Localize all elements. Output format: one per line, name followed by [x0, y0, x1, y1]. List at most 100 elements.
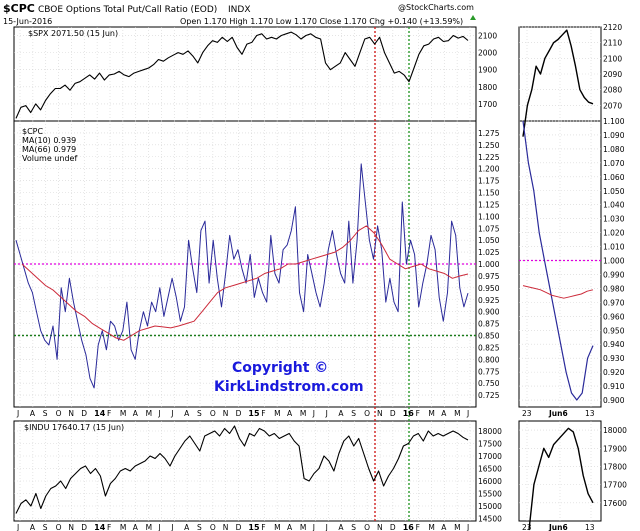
spx_inset-tick-label: 2080: [603, 86, 622, 95]
cpc_main-tick-label: 1.075: [478, 224, 500, 233]
spx_main-tick-label: 1900: [478, 66, 497, 75]
cpc_main-tick-label: 1.025: [478, 248, 500, 257]
cpc_inset-tick-label: 1.030: [603, 215, 625, 224]
x-label: N: [377, 409, 383, 418]
cpc-ma66-line: [21, 225, 469, 341]
chart-date: 15-Jun-2016: [3, 17, 52, 26]
x-label: F: [416, 409, 420, 418]
indu_main-tick-label: 17500: [478, 440, 502, 449]
cpc-legend-symbol: $CPC: [22, 127, 44, 136]
x-label: A: [30, 523, 36, 531]
x-label: J: [466, 409, 469, 418]
cpc_inset-tick-label: 1.040: [603, 201, 625, 210]
spx_inset-tick-label: 2070: [603, 101, 622, 110]
x-label: A: [133, 523, 139, 531]
x-label: O: [56, 523, 62, 531]
x-label: J: [466, 523, 469, 531]
x-label: M: [146, 523, 152, 531]
indu_inset-tick-label: 18000: [603, 426, 627, 435]
cpc_inset-tick-label: 1.050: [603, 187, 625, 196]
x-label: M: [300, 523, 306, 531]
x-label: F: [261, 409, 265, 418]
copyright-line-1: Copyright ©: [232, 360, 328, 376]
x-label: N: [377, 523, 383, 531]
cpc_main-tick-label: 0.750: [478, 379, 500, 388]
x-label: J: [170, 409, 173, 418]
indu-inset-line: [528, 427, 594, 531]
cpc_inset-tick-label: 0.960: [603, 312, 625, 321]
x-label: N: [68, 409, 74, 418]
cpc_main-tick-label: 1.225: [478, 153, 500, 162]
x-label: D: [81, 523, 87, 531]
indu_inset-tick-label: 17800: [603, 462, 627, 471]
x-label: F: [107, 409, 111, 418]
x-label: A: [184, 409, 190, 418]
x-label: D: [390, 523, 396, 531]
cpc-inset-ma66-line: [522, 285, 594, 299]
x-label: M: [120, 409, 126, 418]
cpc_main-tick-label: 1.250: [478, 141, 500, 150]
cpc_main-tick-label: 0.850: [478, 332, 500, 341]
spx_main-tick-label: 2100: [478, 32, 497, 41]
inset-x-label: Jun6: [548, 409, 568, 418]
cpc_inset-tick-label: 0.900: [603, 396, 625, 405]
cpc_main-tick-label: 1.125: [478, 200, 500, 209]
x-label: J: [325, 523, 328, 531]
cpc_inset-tick-label: 0.940: [603, 340, 625, 349]
cpc_inset-tick-label: 1.020: [603, 229, 625, 238]
indu_inset-tick-label: 17600: [603, 499, 627, 508]
cpc_inset-tick-label: 0.910: [603, 382, 625, 391]
spx_main-tick-label: 2000: [478, 49, 497, 58]
spx-inset-line: [522, 29, 594, 137]
x-label: J: [157, 409, 160, 418]
indu_main-tick-label: 17000: [478, 452, 502, 461]
x-label: J: [170, 523, 173, 531]
x-label: N: [223, 523, 229, 531]
x-label: 14: [94, 523, 106, 531]
x-label: M: [120, 523, 126, 531]
cpc_inset-tick-label: 1.070: [603, 159, 625, 168]
cpc_main-tick-label: 0.875: [478, 320, 500, 329]
x-label: N: [223, 409, 229, 418]
spx-main-line: [15, 31, 469, 119]
cpc_inset-tick-label: 0.970: [603, 298, 625, 307]
x-label: J: [325, 409, 328, 418]
cpc_inset-tick-label: 1.080: [603, 145, 625, 154]
spx_inset-tick-label: 2090: [603, 70, 622, 79]
x-label: A: [338, 523, 344, 531]
x-label: M: [454, 409, 460, 418]
spx-legend: $SPX 2071.50 (15 Jun): [28, 29, 118, 38]
indu_main-tick-label: 16000: [478, 477, 502, 486]
spx_inset-tick-label: 2100: [603, 54, 622, 63]
x-label: O: [56, 409, 62, 418]
indu_main-tick-label: 15500: [478, 490, 502, 499]
x-label: M: [274, 409, 280, 418]
x-label: M: [300, 409, 306, 418]
x-label: M: [428, 523, 434, 531]
cpc_main-tick-label: 0.775: [478, 367, 500, 376]
spx_inset-tick-label: 2120: [603, 23, 622, 32]
x-label: D: [390, 409, 396, 418]
x-label: D: [236, 523, 242, 531]
x-label: S: [351, 409, 356, 418]
x-label: O: [210, 523, 216, 531]
x-label: N: [68, 523, 74, 531]
indu_inset-tick-label: 17900: [603, 444, 627, 453]
cpc_inset-tick-label: 0.990: [603, 270, 625, 279]
x-label: F: [107, 523, 111, 531]
inset-x-label: Jun6: [548, 523, 568, 531]
x-label: A: [287, 409, 293, 418]
cpc_main-tick-label: 0.950: [478, 284, 500, 293]
cpc_main-tick-label: 1.000: [478, 260, 500, 269]
inset-x-label: 13: [585, 523, 595, 531]
x-label: M: [146, 409, 152, 418]
cpc_main-tick-label: 1.100: [478, 212, 500, 221]
cpc-inset-ma10-line: [522, 120, 594, 401]
cpc_inset-tick-label: 0.980: [603, 284, 625, 293]
x-label: J: [16, 523, 19, 531]
x-label: D: [81, 409, 87, 418]
x-label: J: [157, 523, 160, 531]
spx_main-tick-label: 1700: [478, 100, 497, 109]
x-label: O: [210, 409, 216, 418]
